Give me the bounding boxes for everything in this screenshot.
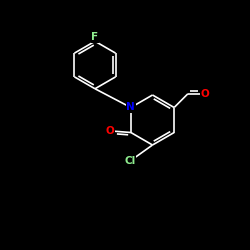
Text: N: N — [126, 102, 135, 113]
Text: Cl: Cl — [124, 156, 136, 166]
Text: O: O — [200, 89, 209, 99]
Text: O: O — [106, 126, 114, 136]
Text: F: F — [92, 32, 98, 42]
